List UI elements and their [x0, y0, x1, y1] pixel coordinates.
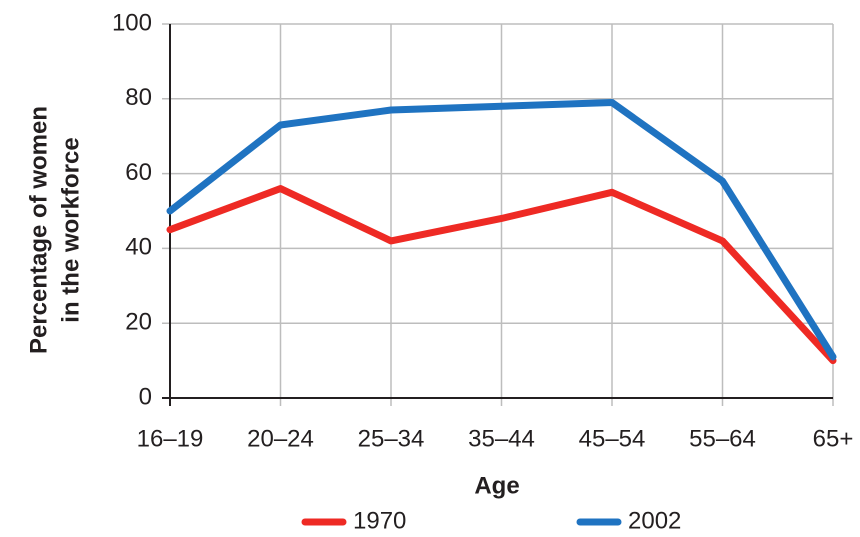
y-tick-label: 0 — [139, 383, 152, 410]
x-tick-label: 25–34 — [358, 425, 425, 452]
y-tick-label: 60 — [125, 159, 152, 186]
legend-label: 1970 — [353, 507, 406, 534]
x-tick-label: 20–24 — [247, 425, 314, 452]
y-tick-label: 80 — [125, 84, 152, 111]
data-line — [166, 185, 837, 365]
legend-label: 2002 — [628, 507, 681, 534]
data-line — [166, 99, 837, 361]
y-tick-label: 40 — [125, 234, 152, 261]
y-tick-label: 20 — [125, 309, 152, 336]
x-tick-label: 65+ — [813, 425, 854, 452]
x-tick-label: 16–19 — [137, 425, 204, 452]
x-axis-label: Age — [474, 472, 519, 499]
x-tick-label: 35–44 — [468, 425, 535, 452]
x-tick-label: 45–54 — [579, 425, 646, 452]
x-tick-label: 55–64 — [689, 425, 756, 452]
y-axis-label: Percentage of women — [25, 106, 52, 354]
y-axis-label: in the workforce — [57, 137, 84, 322]
y-tick-label: 100 — [112, 9, 152, 36]
